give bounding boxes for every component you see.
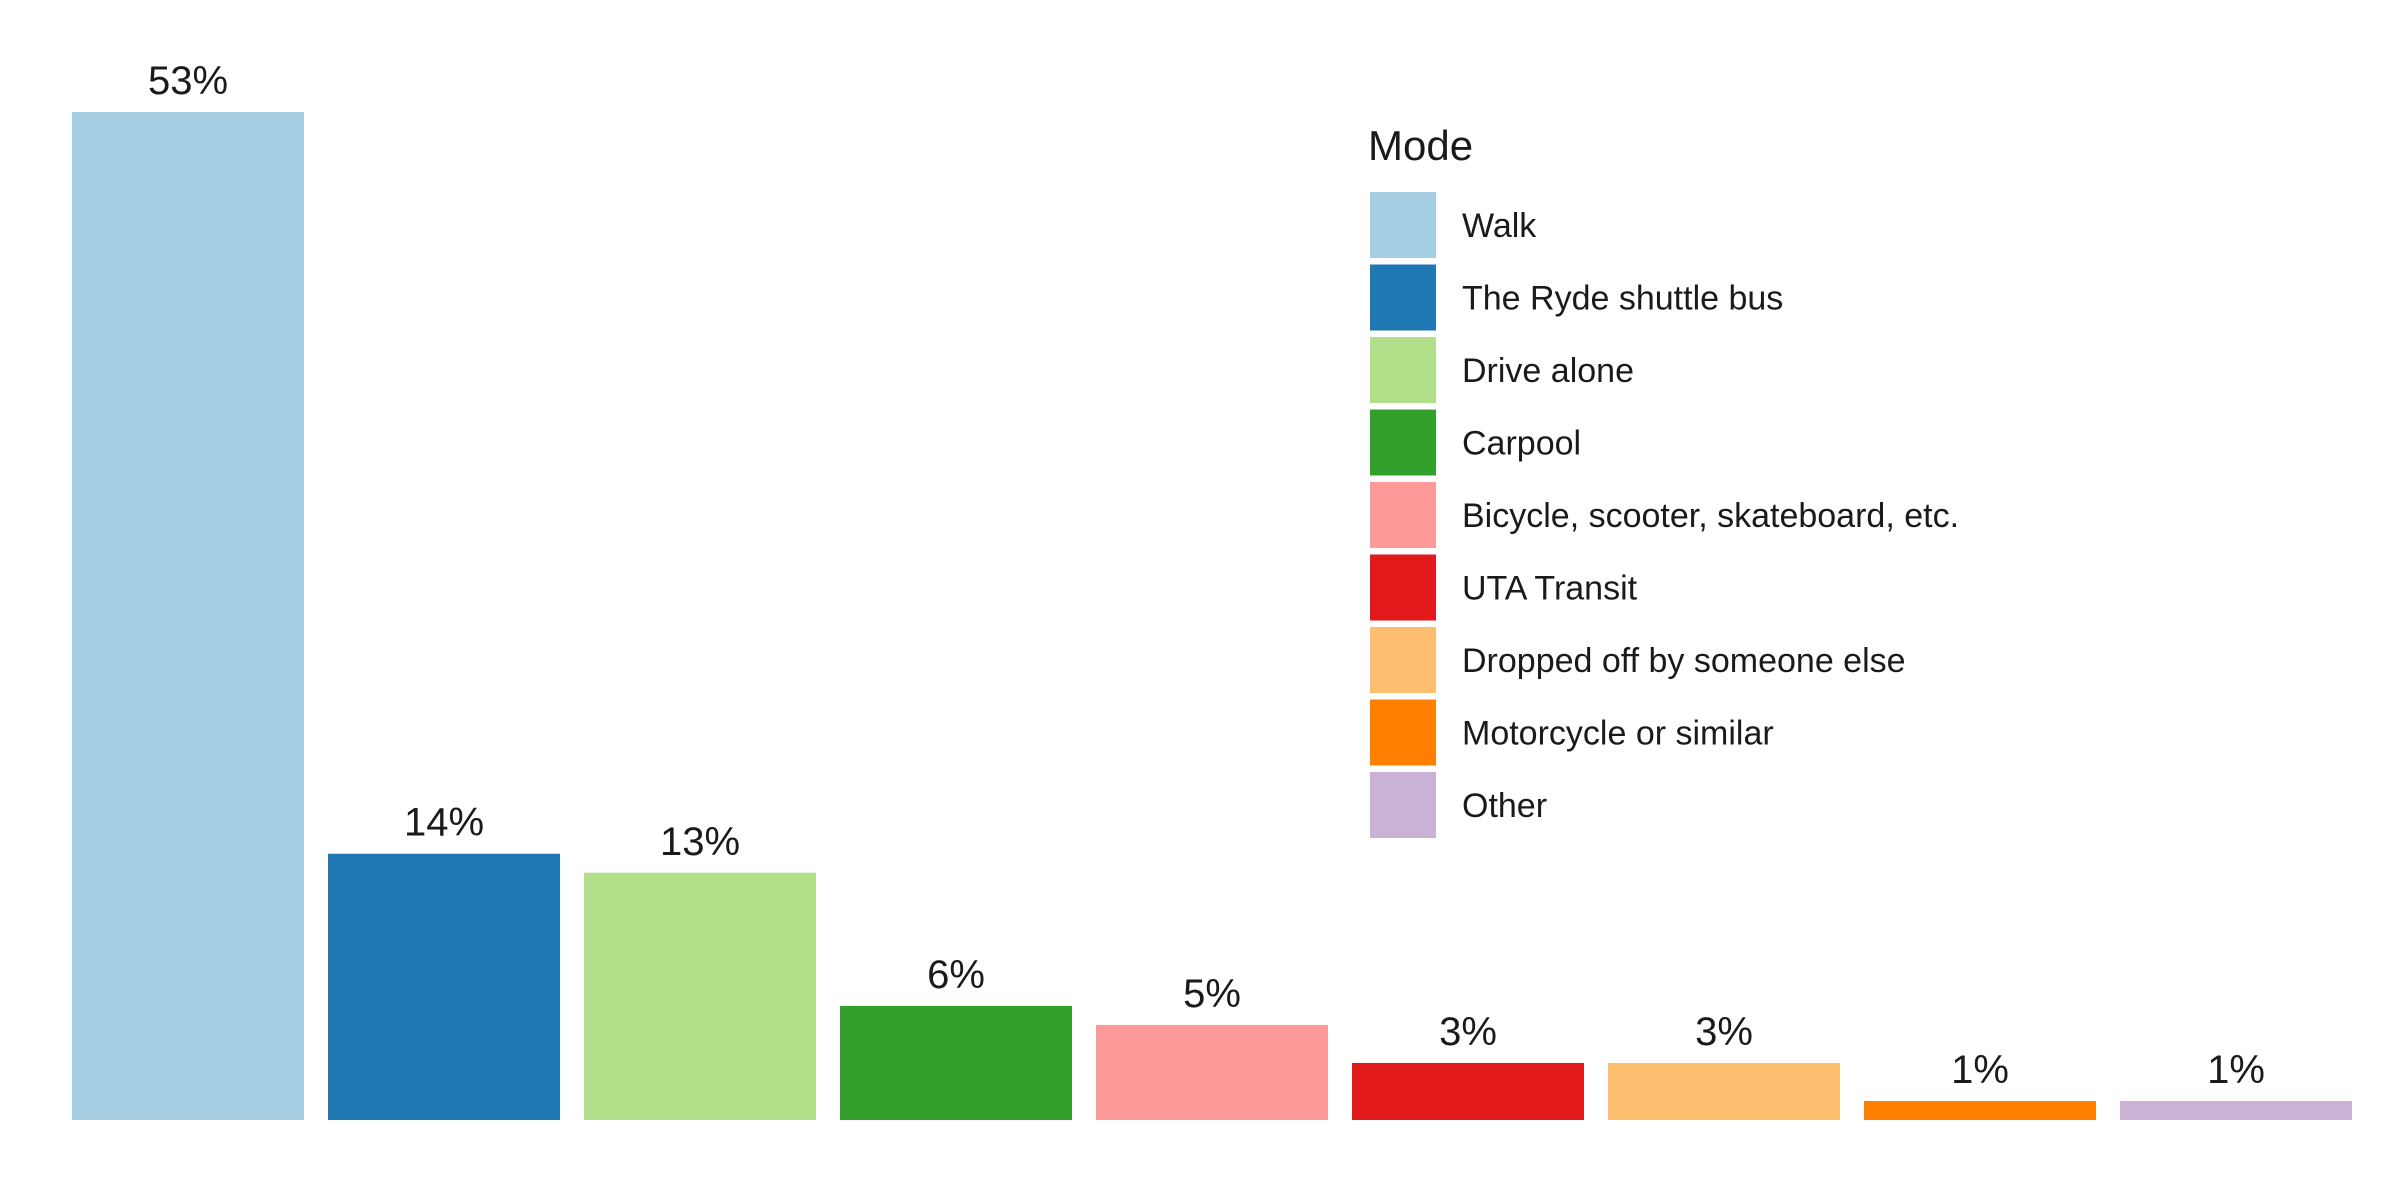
- bar-value-label: 1%: [1951, 1048, 2009, 1092]
- legend-entry-label: The Ryde shuttle bus: [1462, 280, 1783, 318]
- bar-labels-layer: 53% 14% 13% 6% 5% 3% 3% 1% 1%: [148, 59, 2265, 1092]
- legend-entry-label: Dropped off by someone else: [1462, 642, 1906, 680]
- legend-entry-label: UTA Transit: [1462, 570, 1638, 608]
- bar-5: [1096, 1024, 1328, 1120]
- bar-value-label: 13%: [660, 820, 740, 864]
- legend-entry-label: Walk: [1462, 207, 1537, 245]
- bar-4: [840, 1005, 1072, 1120]
- bar-value-label: 6%: [927, 953, 985, 997]
- legend-entry-label: Drive alone: [1462, 352, 1634, 390]
- bar-6: [1352, 1062, 1584, 1120]
- bar-value-label: 53%: [148, 59, 228, 103]
- bar-value-label: 3%: [1695, 1010, 1753, 1054]
- bar-2: [328, 853, 560, 1120]
- legend-swatch: [1370, 554, 1436, 621]
- legend-swatch: [1370, 264, 1436, 331]
- bar-3: [584, 872, 816, 1120]
- legend-swatch: [1370, 699, 1436, 766]
- legend-swatch: [1370, 772, 1436, 838]
- bar-1: [72, 112, 304, 1120]
- legend-swatch: [1370, 627, 1436, 693]
- legend-entry-label: Motorcycle or similar: [1462, 715, 1774, 753]
- bar-9: [2120, 1100, 2352, 1120]
- bar-8: [1864, 1100, 2096, 1120]
- bar-value-label: 14%: [404, 801, 484, 845]
- legend-entry-label: Carpool: [1462, 425, 1581, 463]
- bar-value-label: 3%: [1439, 1010, 1497, 1054]
- legend-swatch: [1370, 192, 1436, 258]
- bars-layer: [72, 112, 2352, 1120]
- legend-entry-label: Bicycle, scooter, skateboard, etc.: [1462, 497, 1959, 535]
- legend-swatch: [1370, 409, 1436, 476]
- bar-value-label: 5%: [1183, 972, 1241, 1016]
- legend-entry-label: Other: [1462, 787, 1547, 825]
- bar-value-label: 1%: [2207, 1048, 2265, 1092]
- legend-swatch: [1370, 482, 1436, 548]
- legend-swatch: [1370, 337, 1436, 403]
- legend-title: Mode: [1368, 122, 1473, 169]
- legend-items: Walk The Ryde shuttle bus Drive alone Carpo…: [1370, 192, 1959, 838]
- bar-7: [1608, 1062, 1840, 1120]
- legend: Mode Walk The Ryde shuttle bus Drive alone…: [1368, 122, 1959, 838]
